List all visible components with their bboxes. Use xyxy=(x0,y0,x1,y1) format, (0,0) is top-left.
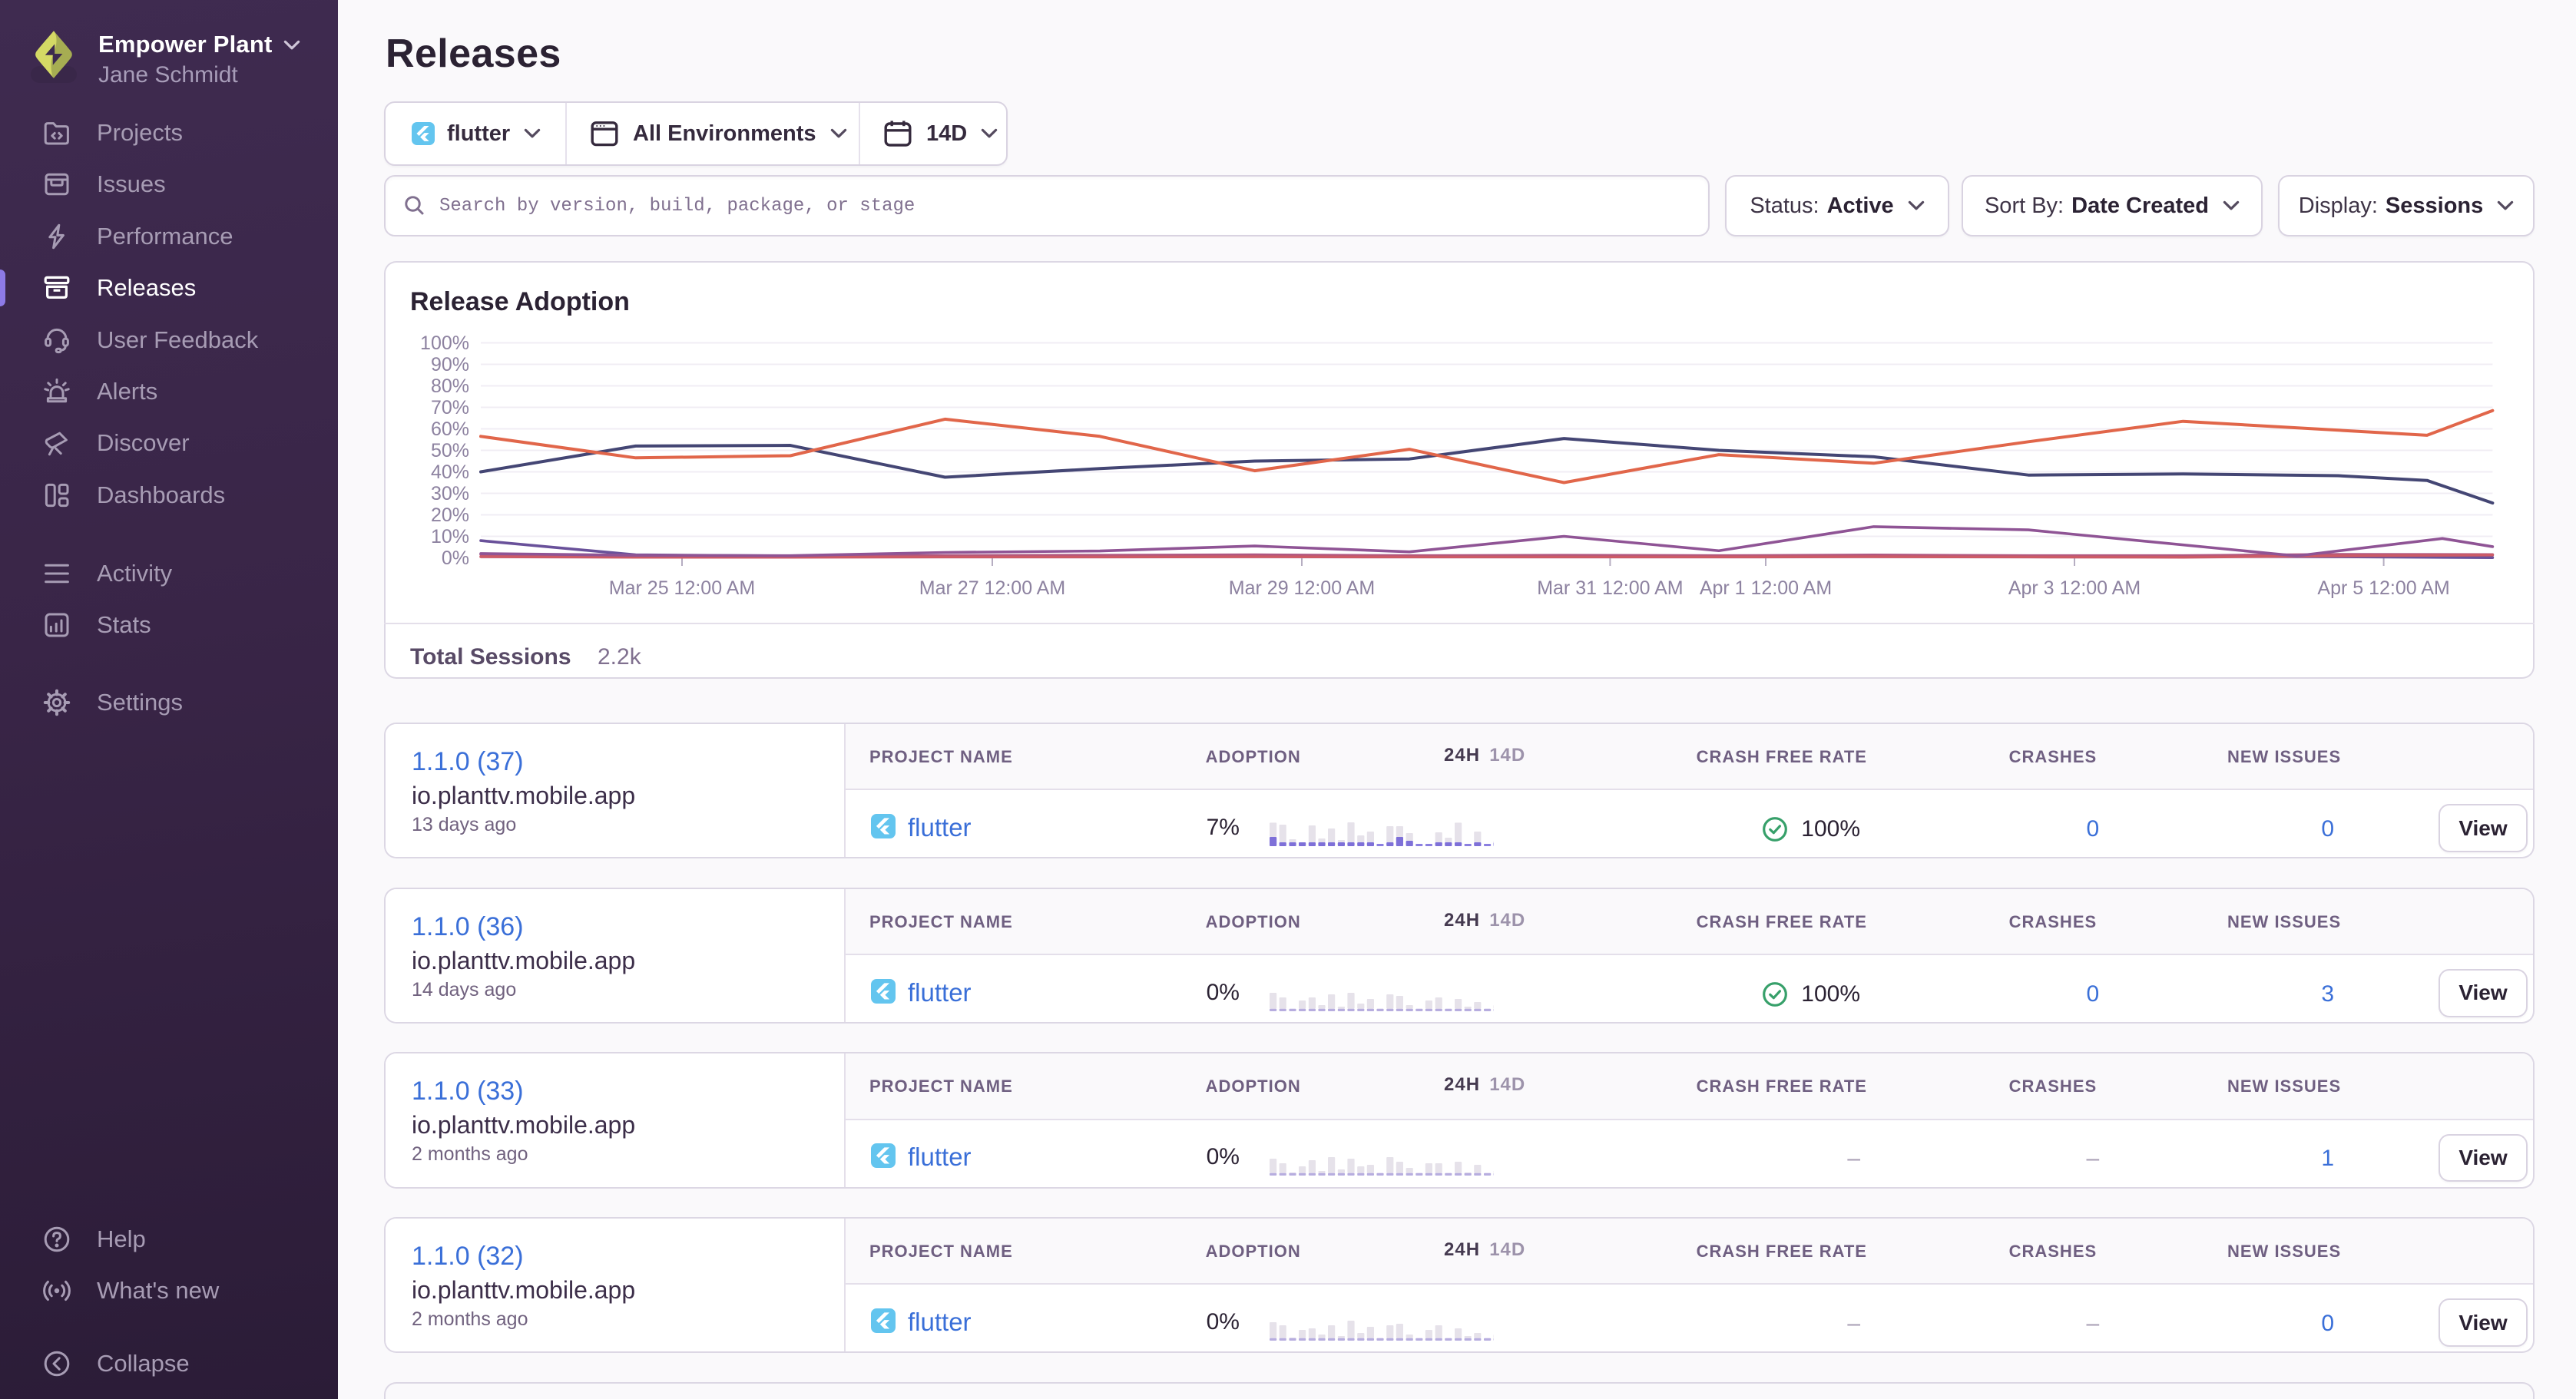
svg-text:70%: 70% xyxy=(431,397,469,418)
svg-text:90%: 90% xyxy=(431,354,469,375)
svg-text:Mar 29 12:00 AM: Mar 29 12:00 AM xyxy=(1229,577,1375,599)
svg-text:Mar 31 12:00 AM: Mar 31 12:00 AM xyxy=(1537,577,1683,599)
svg-text:10%: 10% xyxy=(431,526,469,547)
svg-text:60%: 60% xyxy=(431,418,469,440)
svg-text:30%: 30% xyxy=(431,483,469,504)
svg-text:Apr 5 12:00 AM: Apr 5 12:00 AM xyxy=(2317,577,2449,599)
svg-text:50%: 50% xyxy=(431,440,469,461)
svg-text:Mar 27 12:00 AM: Mar 27 12:00 AM xyxy=(919,577,1065,599)
svg-text:Apr 3 12:00 AM: Apr 3 12:00 AM xyxy=(2008,577,2141,599)
svg-text:Mar 25 12:00 AM: Mar 25 12:00 AM xyxy=(609,577,755,599)
svg-text:40%: 40% xyxy=(431,461,469,483)
svg-text:80%: 80% xyxy=(431,375,469,397)
svg-text:20%: 20% xyxy=(431,504,469,526)
svg-text:Apr 1 12:00 AM: Apr 1 12:00 AM xyxy=(1700,577,1832,599)
svg-text:100%: 100% xyxy=(420,332,469,354)
svg-text:0%: 0% xyxy=(442,547,469,569)
